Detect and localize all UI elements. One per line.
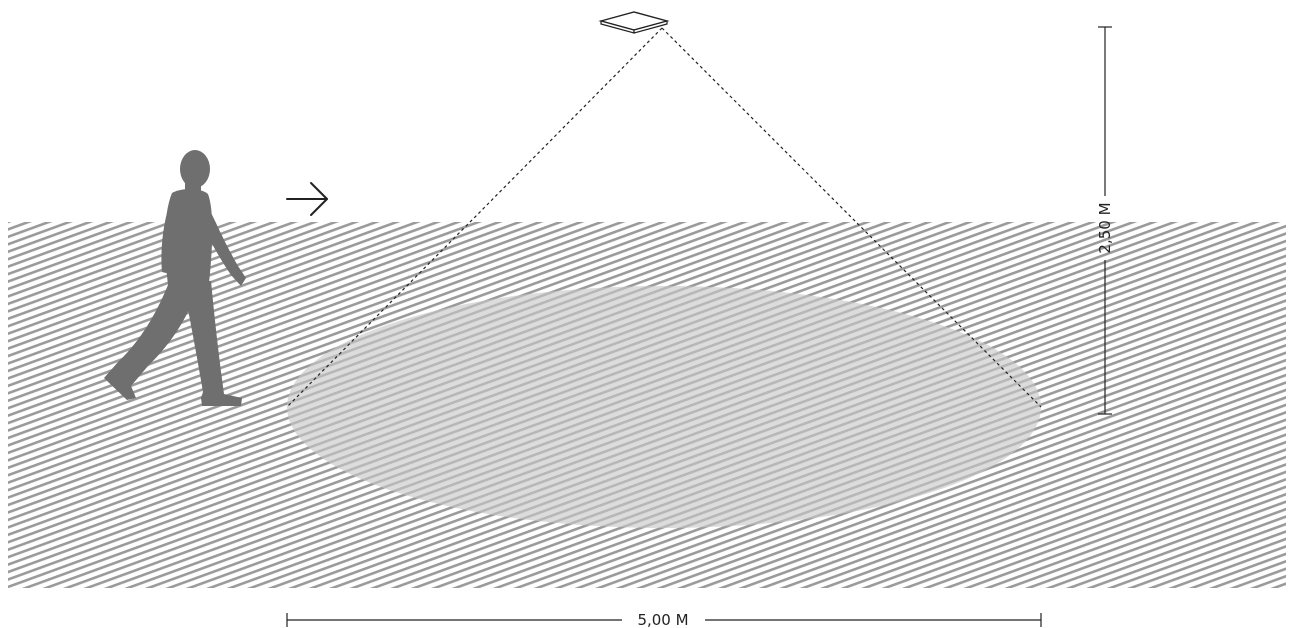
- height-dimension: [1098, 26, 1112, 415]
- height-dimension-label: 2,50 M: [1096, 202, 1114, 253]
- width-dimension: [286, 613, 1042, 627]
- right-arrow-icon: [286, 182, 328, 216]
- cone-left-line: [286, 27, 663, 408]
- ceiling-sensor-icon: [598, 11, 670, 34]
- cone-right-line: [661, 27, 1042, 408]
- walking-person-icon: [104, 150, 246, 406]
- width-dimension-label: 5,00 M: [637, 611, 688, 628]
- detection-cone: [286, 27, 1042, 408]
- detection-zone-hatch: [287, 286, 1041, 528]
